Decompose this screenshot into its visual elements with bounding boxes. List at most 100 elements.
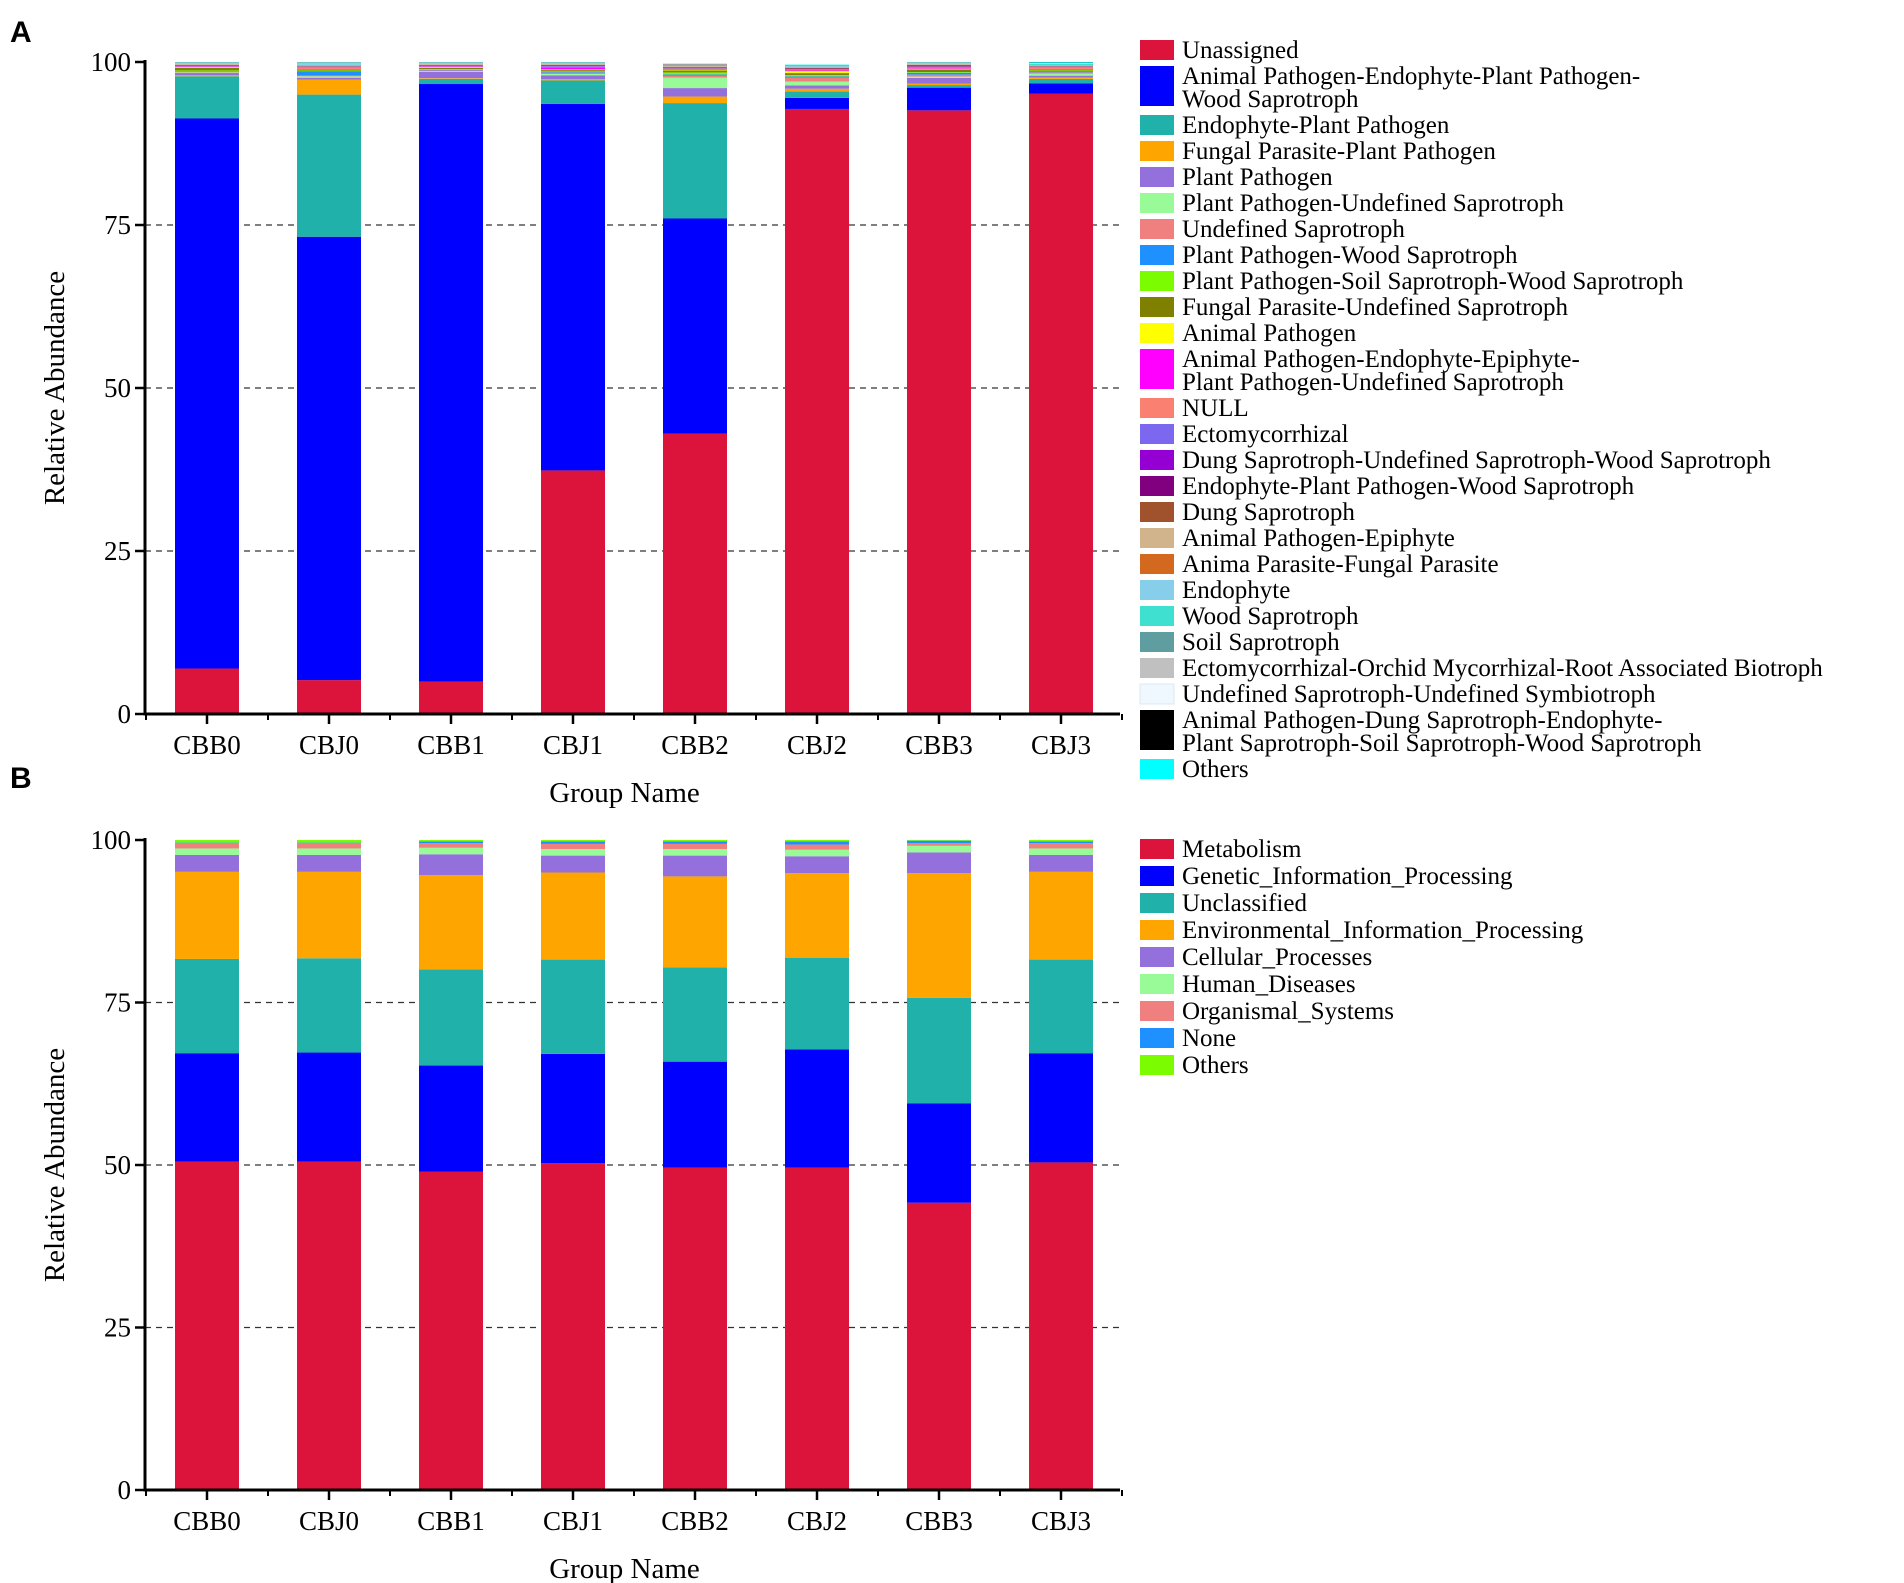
legend-label: Animal Pathogen-Epiphyte (1182, 525, 1455, 552)
legend-label: Anima Parasite-Fungal Parasite (1182, 551, 1499, 578)
bar-segment-CBB3-7 (907, 72, 971, 75)
legend-label: Plant Pathogen-Soil Saprotroph-Wood Sapr… (1182, 268, 1684, 295)
bar-segment-CBJ3-8 (1029, 840, 1093, 842)
panel-b-chart: 0 25 50 75 100 CBB0 CBJ0 CBB1 CBJ1 CBB2 CBJ2 CBB3 CB… (39, 825, 1584, 1583)
bar-segment-CBB0-2 (175, 958, 239, 1054)
bar-segment-CBJ1-1 (541, 103, 605, 471)
legend-label: Soil Saprotroph (1182, 629, 1340, 656)
panel-a-chart: 0 25 50 75 100 CBB0 CBJ0 CBB1 CBJ1 CBB2 CBJ2 CBB3 CB… (39, 37, 1823, 809)
bar-segment-CBJ0-9 (297, 69, 361, 71)
bar-segment-CBJ0-8 (297, 840, 361, 843)
bar-segment-CBJ0-22 (297, 62, 361, 64)
bar-segment-CBJ3-0 (1029, 93, 1093, 714)
legend-item-5: Human_Diseases (1140, 971, 1356, 998)
bar-segment-CBB3-0 (907, 110, 971, 715)
legend-swatch (1140, 450, 1174, 470)
legend-item-2: Endophyte-Plant Pathogen (1140, 112, 1450, 139)
bar-segment-CBB3-8 (907, 840, 971, 841)
legend-label: Plant Pathogen-Wood Saprotroph (1182, 242, 1518, 269)
bar-segment-CBB3-7 (907, 840, 971, 844)
legend-item-3: Fungal Parasite-Plant Pathogen (1140, 138, 1496, 165)
bar-segment-CBB2-6 (663, 75, 727, 78)
legend-label: Organismal_Systems (1182, 998, 1394, 1025)
legend-item-9: Fungal Parasite-Undefined Saprotroph (1140, 294, 1569, 321)
bar-segment-CBJ2-4 (785, 85, 849, 89)
bar-segment-CBB0-4 (175, 73, 239, 75)
bar-segment-CBB2-1 (663, 1061, 727, 1168)
legend-swatch (1140, 219, 1174, 239)
y-tick-label-0: 0 (118, 1475, 132, 1505)
legend-swatch (1140, 297, 1174, 317)
legend-item-3: Environmental_Information_Processing (1140, 917, 1584, 944)
legend-item-6: Organismal_Systems (1140, 998, 1394, 1025)
x-tick-label-CBJ2: CBJ2 (787, 730, 847, 760)
bar-segment-CBJ2-0 (785, 1167, 849, 1490)
x-tick-label-CBJ1: CBJ1 (543, 730, 603, 760)
legend-item-8: Plant Pathogen-Soil Saprotroph-Wood Sapr… (1140, 268, 1684, 295)
legend-item-17: Animal Pathogen-Epiphyte (1140, 525, 1455, 552)
bar-segment-CBJ3-2 (1029, 959, 1093, 1054)
bar-segment-CBJ2-13 (785, 69, 849, 70)
legend-swatch (1140, 66, 1174, 106)
bar-segment-CBB0-0 (175, 668, 239, 714)
bar-segment-CBJ1-0 (541, 470, 605, 714)
bar-segment-CBB2-10 (663, 69, 727, 71)
x-tick-label-CBB3: CBB3 (905, 730, 973, 760)
bar-segment-CBB0-8 (175, 70, 239, 72)
legend-swatch (1140, 866, 1174, 886)
bar-segment-CBJ1-8 (541, 840, 605, 842)
legend-label: Animal Pathogen-Endophyte-Epiphyte- (1182, 346, 1580, 373)
bar-segment-CBJ3-6 (1029, 72, 1093, 74)
bar-segment-CBJ0-7 (297, 71, 361, 76)
bar-segment-CBJ0-1 (297, 1052, 361, 1162)
legend-swatch (1140, 554, 1174, 574)
legend-label: Undefined Saprotroph-Undefined Symbiotro… (1182, 681, 1656, 708)
legend-item-12: NULL (1140, 395, 1249, 422)
legend-swatch (1140, 115, 1174, 135)
bar-segment-CBJ1-2 (541, 959, 605, 1054)
legend-item-11: Animal Pathogen-Endophyte-Epiphyte-Plant… (1140, 346, 1580, 396)
bar-segment-CBJ2-2 (785, 91, 849, 98)
bar-segment-CBB0-0 (175, 1161, 239, 1490)
bar-segment-CBJ0-2 (297, 958, 361, 1053)
bar-segment-CBJ0-6 (297, 75, 361, 77)
bar-segment-CBJ0-0 (297, 1161, 361, 1490)
bar-segment-CBB0-1 (175, 1053, 239, 1162)
legend-swatch (1140, 632, 1174, 652)
bar-segment-CBJ1-14 (541, 65, 605, 67)
bar-segment-CBJ2-6 (785, 77, 849, 82)
bar-segment-CBB2-3 (663, 876, 727, 968)
bar-segment-CBB3-13 (907, 66, 971, 68)
bar-segment-CBJ2-3 (785, 873, 849, 958)
bar-segment-CBJ0-4 (297, 854, 361, 872)
bar-segment-CBJ1-11 (541, 67, 605, 70)
bar-segment-CBJ0-2 (297, 94, 361, 237)
bar-segment-CBJ3-1 (1029, 1053, 1093, 1163)
legend-item-22: Ectomycorrhizal-Orchid Mycorrhizal-Root … (1140, 655, 1823, 682)
legend-swatch (1140, 271, 1174, 291)
legend-swatch (1140, 606, 1174, 626)
bar-segment-CBJ2-8 (785, 840, 849, 842)
bar-segment-CBB1-9 (419, 67, 483, 70)
legend-swatch (1140, 349, 1174, 389)
x-tick-label-CBB1: CBB1 (417, 730, 485, 760)
legend-swatch (1140, 920, 1174, 940)
panel-b-label: B (10, 762, 32, 795)
bar-segment-CBJ1-13 (541, 66, 605, 67)
legend-label: Cellular_Processes (1182, 944, 1372, 971)
x-tick-label-CBB2: CBB2 (661, 730, 729, 760)
bar-segment-CBJ2-7 (785, 76, 849, 78)
bar-segment-CBJ1-7 (541, 72, 605, 73)
legend-item-23: Undefined Saprotroph-Undefined Symbiotro… (1139, 681, 1656, 708)
bar-segment-CBJ1-8 (541, 71, 605, 73)
legend-label: Animal Pathogen-Dung Saprotroph-Endophyt… (1182, 707, 1662, 734)
bar-segment-CBJ1-9 (541, 70, 605, 72)
legend-swatch (1140, 323, 1174, 343)
bar-segment-CBB1-2 (419, 969, 483, 1066)
y-tick-label-50: 50 (104, 373, 131, 403)
y-tick-label-50: 50 (104, 1150, 131, 1180)
legend-swatch (1140, 424, 1174, 444)
legend-item-4: Cellular_Processes (1140, 944, 1372, 971)
bar-segment-CBB1-6 (419, 70, 483, 72)
